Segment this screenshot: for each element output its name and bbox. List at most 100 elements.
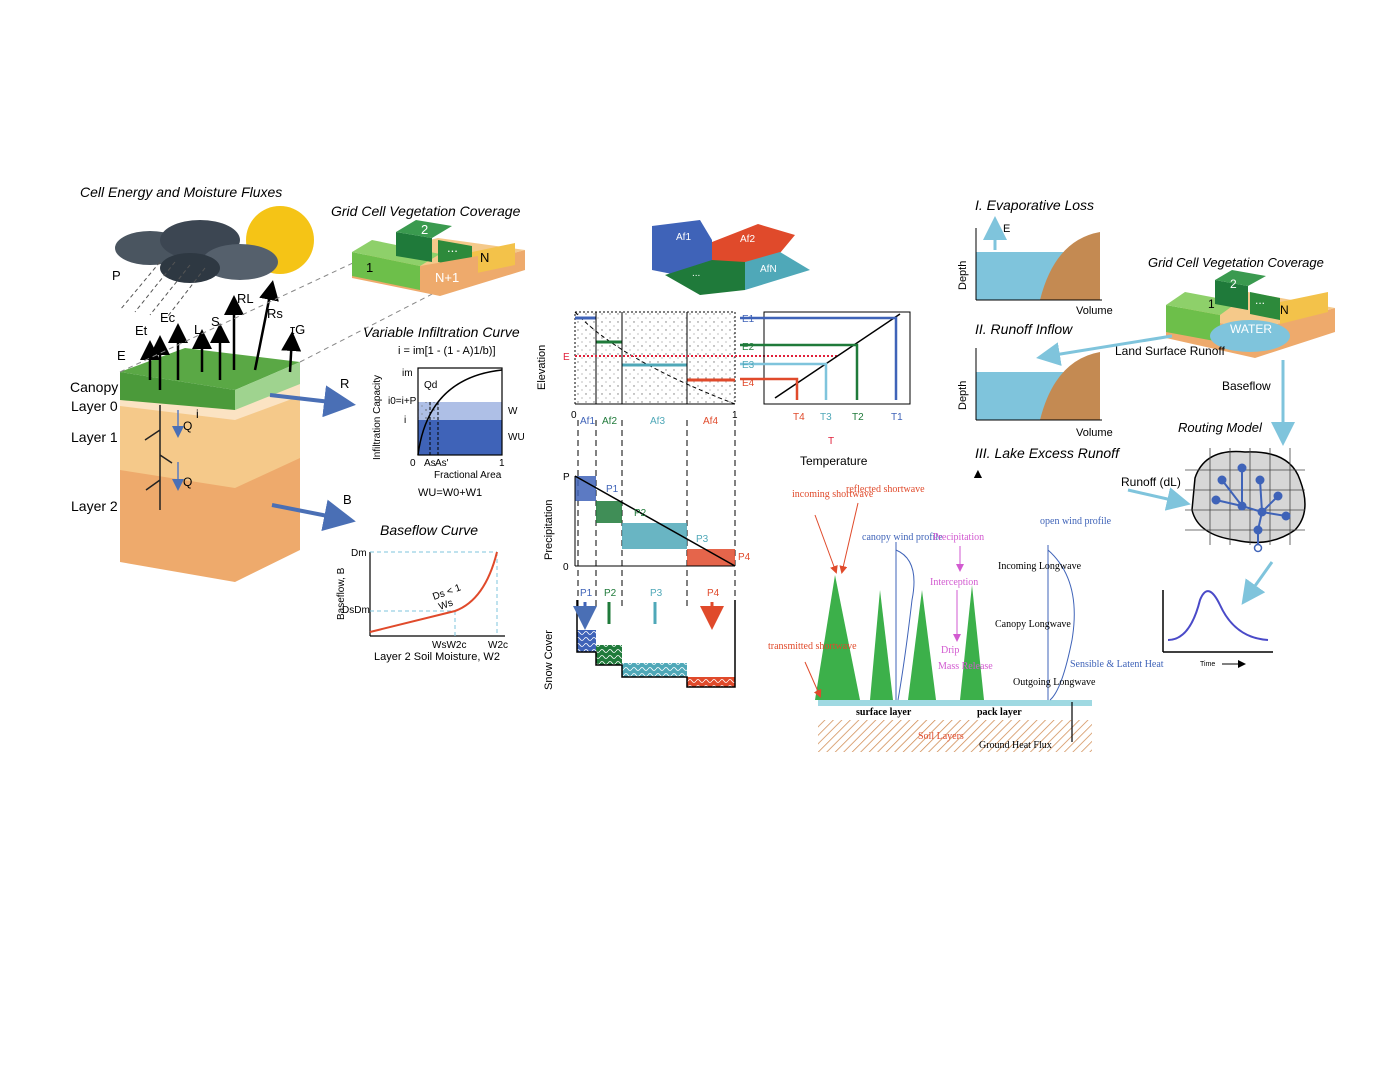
svg-text:Routing Model: Routing Model (1178, 420, 1263, 435)
svg-text:im: im (402, 368, 413, 379)
svg-text:canopy wind profile: canopy wind profile (862, 532, 943, 543)
svg-text:1: 1 (499, 458, 505, 469)
routing-basin (1191, 450, 1306, 544)
snow-panel: Snow Cover P1 P2 P3 P4 (543, 588, 736, 690)
baseflow-panel: Baseflow Curve Baseflow, B Layer 2 Soil … (336, 522, 508, 663)
flux-tauG: τG (290, 322, 305, 337)
svg-text:Interception: Interception (930, 577, 978, 588)
veg-title: Grid Cell Vegetation Coverage (331, 203, 521, 219)
routing-network (1211, 463, 1291, 548)
symbol-Q2: Q (183, 475, 192, 489)
label-layer-1: Layer 1 (71, 429, 118, 445)
infiltration-curve (417, 369, 503, 456)
svg-text:P3: P3 (696, 534, 709, 545)
svg-text:E2: E2 (742, 342, 755, 353)
svg-text:Depth: Depth (957, 381, 969, 410)
svg-text:Af1: Af1 (580, 416, 595, 427)
svg-text:i0=i+P: i0=i+P (388, 396, 417, 407)
veg-tile-labels: 1 2 ... N N+1 (366, 222, 489, 285)
svg-text:II. Runoff Inflow: II. Runoff Inflow (975, 321, 1073, 337)
svg-text:Land Surface Runoff: Land Surface Runoff (1115, 344, 1226, 358)
arrow-B: B (343, 492, 352, 507)
flux-E: E (117, 348, 126, 363)
infiltration-equation: i = im[1 - (1 - A)1/b)] (398, 345, 496, 357)
canopy-side (235, 362, 300, 410)
svg-text:P2: P2 (634, 508, 647, 519)
lake-tile-labels: 1 2 ... N WATER (1208, 277, 1289, 336)
canopy-front (120, 372, 235, 410)
svg-text:Af2: Af2 (602, 416, 617, 427)
svg-text:WATER: WATER (1230, 322, 1272, 336)
svg-text:1: 1 (732, 410, 738, 421)
patch-labels: Af1 Af2 ... AfN (676, 232, 777, 279)
svg-text:Canopy Longwave: Canopy Longwave (995, 619, 1071, 630)
svg-text:P: P (563, 472, 570, 483)
svg-text:E1: E1 (742, 314, 755, 325)
svg-text:P4: P4 (707, 588, 720, 599)
lake-panel: I. Evaporative Loss II. Runoff Inflow II… (957, 197, 1335, 668)
svg-text:III. Lake Excess Runoff: III. Lake Excess Runoff (975, 445, 1121, 461)
tree-icons (815, 575, 984, 700)
temperature-xlabel: Temperature (800, 454, 868, 468)
snow-model-labels: incoming shortwave reflected shortwave c… (768, 484, 1164, 751)
svg-text:W2c: W2c (488, 640, 508, 651)
flux-P: P (112, 268, 121, 283)
svg-text:Ground Heat Flux: Ground Heat Flux (979, 740, 1052, 751)
svg-text:Precipitation: Precipitation (933, 532, 984, 543)
label-layer-0: Layer 0 (71, 398, 118, 414)
svg-text:WsW2c: WsW2c (432, 640, 466, 651)
svg-text:Dm: Dm (351, 548, 367, 559)
svg-text:incoming shortwave: incoming shortwave (792, 489, 874, 500)
svg-text:Baseflow: Baseflow (1222, 379, 1271, 393)
svg-text:Af2: Af2 (740, 234, 755, 245)
elevation-patches (652, 220, 810, 295)
infiltration-ylabel: Infiltration Capacity (372, 375, 383, 460)
svg-text:Soil Layers: Soil Layers (918, 731, 964, 742)
svg-text:E: E (563, 352, 570, 363)
svg-text:As: As (424, 458, 436, 469)
flux-Rs: Rs (267, 306, 283, 321)
baseflow-xlabel: Layer 2 Soil Moisture, W2 (374, 651, 500, 663)
flux-labels: P Et Ec L S RL Rs τG E (112, 268, 305, 363)
snow-model-panel: incoming shortwave reflected shortwave c… (768, 484, 1164, 752)
label-canopy: Canopy (70, 379, 118, 395)
svg-text:E: E (1003, 223, 1010, 235)
tile-dots: ... (447, 240, 458, 255)
svg-text:Volume: Volume (1076, 305, 1113, 317)
svg-text:T3: T3 (820, 412, 832, 423)
svg-text:transmitted shortwave: transmitted shortwave (768, 641, 857, 652)
infiltration-xlabel: Fractional Area (434, 470, 502, 481)
svg-text:As': As' (435, 458, 449, 469)
soil-symbols: i Q Q (183, 407, 199, 489)
svg-text:Depth: Depth (957, 261, 969, 290)
lake-veg-title: Grid Cell Vegetation Coverage (1148, 255, 1324, 270)
veg-tiles (352, 220, 525, 296)
root-lines (144, 405, 173, 510)
svg-text:E3: E3 (742, 360, 755, 371)
baseflow-title: Baseflow Curve (380, 522, 478, 538)
svg-text:...: ... (692, 268, 700, 279)
svg-text:E4: E4 (742, 378, 755, 389)
snow-ylabel: Snow Cover (543, 630, 555, 690)
svg-text:0: 0 (563, 562, 569, 573)
svg-text:Af1: Af1 (676, 232, 691, 243)
svg-text:T: T (828, 436, 834, 447)
cursor-mark: ▲ (971, 465, 985, 481)
layer-labels: Canopy Layer 0 Layer 1 Layer 2 (70, 379, 118, 514)
svg-text:P4: P4 (738, 552, 751, 563)
svg-text:P3: P3 (650, 588, 663, 599)
e-labels: E1 E2 E3 E4 E (563, 314, 755, 389)
svg-text:...: ... (1255, 293, 1265, 307)
symbol-Q1: Q (183, 419, 192, 433)
flux-RL: RL (237, 291, 254, 306)
svg-text:Sensible & Latent Heat: Sensible & Latent Heat (1070, 659, 1164, 670)
svg-text:Outgoing Longwave: Outgoing Longwave (1013, 677, 1096, 688)
svg-text:Af3: Af3 (650, 416, 665, 427)
flux-title: Cell Energy and Moisture Fluxes (80, 184, 282, 200)
elevation-steps (575, 316, 735, 382)
svg-text:pack layer: pack layer (977, 707, 1022, 718)
svg-text:Volume: Volume (1076, 427, 1113, 439)
baseflow-curve (369, 551, 498, 633)
svg-text:surface layer: surface layer (856, 707, 912, 718)
